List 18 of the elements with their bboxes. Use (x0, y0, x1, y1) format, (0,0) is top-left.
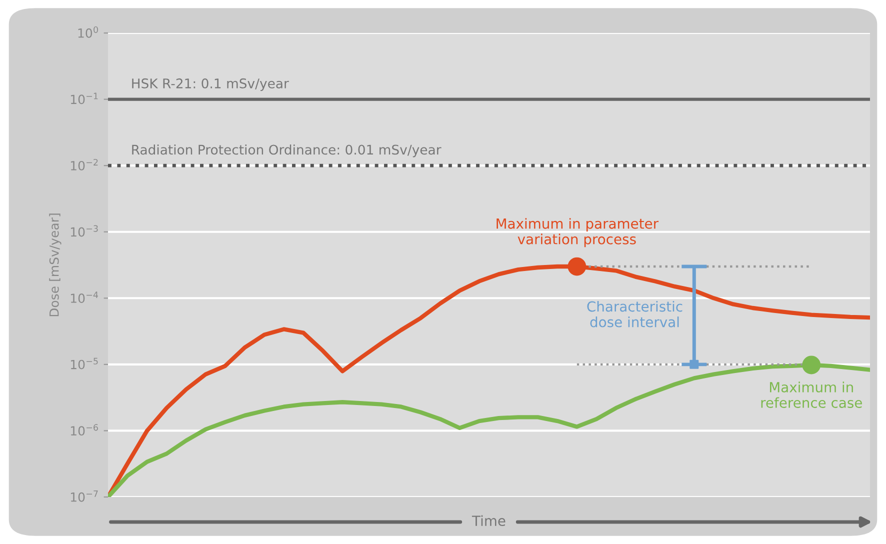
point (802, 356, 821, 374)
series-label: Maximum in parameter variation process (496, 218, 659, 248)
y-tick-label: 10$^{−3}$ (70, 225, 98, 237)
text: Characteristic dose interval (587, 300, 682, 328)
y-tick-label: 10$^{−4}$ (70, 292, 98, 303)
ref-line-label: HSK R-21: 0.1 mSv/year (132, 78, 289, 91)
x-axis-title: Time (472, 515, 506, 526)
y-tick-label: 10$^{0}$ (78, 26, 98, 38)
y-tick-label: 10$^{−5}$ (70, 358, 98, 370)
y-tick-label: 10$^{−6}$ (70, 424, 98, 436)
point (568, 257, 586, 276)
y-tick-label: 10$^{−2}$ (70, 158, 98, 170)
ref-line-label: Radiation Protection Ordinance: 0.01 mSv/year (132, 144, 442, 158)
y-tick-label: 10$^{−7}$ (70, 490, 98, 502)
point (690, 360, 699, 369)
y-axis-title: Dose [mSv/year] (49, 214, 62, 316)
series-label: Maximum in reference case (761, 382, 862, 408)
y-tick-label: 10$^{−1}$ (70, 92, 98, 104)
